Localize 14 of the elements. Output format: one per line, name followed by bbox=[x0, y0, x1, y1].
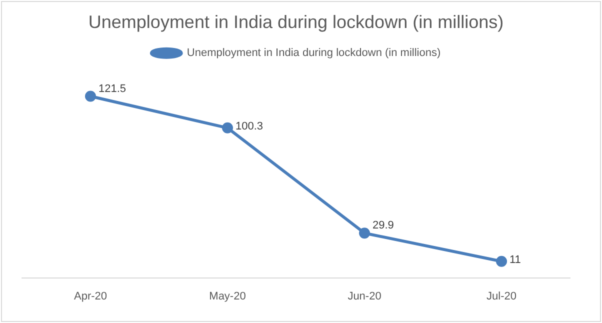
point bbox=[85, 90, 96, 102]
legend-label: Unemployment in India during lockdown (in millions) bbox=[186, 47, 441, 60]
point bbox=[359, 228, 370, 239]
point bbox=[222, 122, 233, 134]
data-label: 121.5 bbox=[98, 82, 126, 95]
data-label: 29.9 bbox=[372, 220, 394, 232]
x-tick-label: Jun-20 bbox=[348, 290, 382, 302]
x-tick-label: Jul-20 bbox=[486, 290, 516, 302]
x-tick-label: May-20 bbox=[209, 290, 246, 302]
data-label: 100.3 bbox=[236, 120, 264, 132]
x-tick-label: Apr-20 bbox=[74, 290, 108, 302]
point bbox=[496, 256, 507, 267]
data-label: 11 bbox=[510, 254, 521, 266]
chart-title: Unemployment in India during lockdown (in millions) bbox=[88, 12, 504, 32]
